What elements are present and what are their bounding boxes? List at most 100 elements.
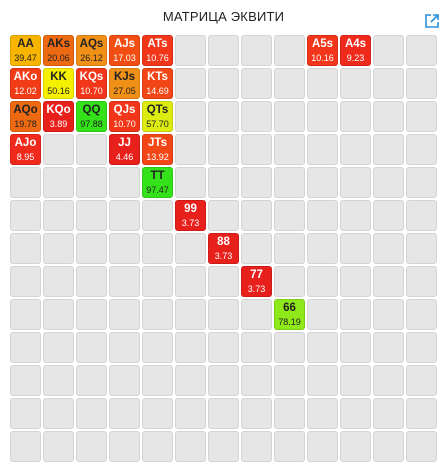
hand-cell-jj[interactable]: JJ 4.46 xyxy=(109,134,140,165)
empty-cell xyxy=(340,332,371,363)
empty-cell xyxy=(10,266,41,297)
empty-cell xyxy=(406,365,437,396)
equity-value: 97.47 xyxy=(146,185,169,195)
empty-cell xyxy=(43,233,74,264)
empty-cell xyxy=(142,365,173,396)
empty-cell xyxy=(109,200,140,231)
hand-cell-aqo[interactable]: AQo 19.78 xyxy=(10,101,41,132)
equity-value: 4.46 xyxy=(115,152,134,162)
empty-cell xyxy=(43,134,74,165)
hand-label: KK xyxy=(50,71,67,83)
empty-cell xyxy=(76,332,107,363)
hand-cell-qq[interactable]: QQ 97.88 xyxy=(76,101,107,132)
empty-cell xyxy=(241,332,272,363)
empty-cell xyxy=(340,266,371,297)
hand-label: A4s xyxy=(344,38,367,50)
hand-cell-a4s[interactable]: A4s 9.23 xyxy=(340,35,371,66)
hand-label: A5s xyxy=(311,38,334,50)
hand-cell-66[interactable]: 66 78.19 xyxy=(274,299,305,330)
empty-cell xyxy=(274,200,305,231)
empty-cell xyxy=(340,398,371,429)
empty-cell xyxy=(208,101,239,132)
empty-cell xyxy=(373,365,404,396)
hand-cell-qjs[interactable]: QJs 10.70 xyxy=(109,101,140,132)
empty-cell xyxy=(373,200,404,231)
empty-cell xyxy=(373,332,404,363)
empty-cell xyxy=(373,233,404,264)
hand-cell-88[interactable]: 88 3.73 xyxy=(208,233,239,264)
empty-cell xyxy=(406,134,437,165)
equity-value: 10.76 xyxy=(146,53,169,63)
hand-cell-99[interactable]: 99 3.73 xyxy=(175,200,206,231)
hand-cell-qts[interactable]: QTs 57.70 xyxy=(142,101,173,132)
hand-label: AQo xyxy=(13,104,38,116)
empty-cell xyxy=(208,398,239,429)
empty-cell xyxy=(142,398,173,429)
expand-icon[interactable] xyxy=(424,13,440,29)
empty-cell xyxy=(76,233,107,264)
hand-cell-tt[interactable]: TT 97.47 xyxy=(142,167,173,198)
hand-cell-kk[interactable]: KK 50.16 xyxy=(43,68,74,99)
empty-cell xyxy=(340,431,371,462)
empty-cell xyxy=(109,167,140,198)
empty-cell xyxy=(208,266,239,297)
empty-cell xyxy=(10,167,41,198)
empty-cell xyxy=(10,365,41,396)
hand-cell-a5s[interactable]: A5s 10.16 xyxy=(307,35,338,66)
empty-cell xyxy=(406,35,437,66)
empty-cell xyxy=(307,101,338,132)
hand-cell-77[interactable]: 77 3.73 xyxy=(241,266,272,297)
hand-cell-kts[interactable]: KTs 14.69 xyxy=(142,68,173,99)
hand-cell-kjs[interactable]: KJs 27.05 xyxy=(109,68,140,99)
hand-cell-aa[interactable]: AA 39.47 xyxy=(10,35,41,66)
empty-cell xyxy=(307,332,338,363)
empty-cell xyxy=(406,398,437,429)
empty-cell xyxy=(241,200,272,231)
hand-cell-kqs[interactable]: KQs 10.70 xyxy=(76,68,107,99)
empty-cell xyxy=(307,266,338,297)
hand-label: JTs xyxy=(148,137,167,149)
empty-cell xyxy=(340,233,371,264)
hand-cell-ajo[interactable]: AJo 8.95 xyxy=(10,134,41,165)
empty-cell xyxy=(43,365,74,396)
hand-label: ATs xyxy=(147,38,168,50)
equity-value: 13.92 xyxy=(146,152,169,162)
empty-cell xyxy=(10,200,41,231)
equity-value: 3.73 xyxy=(181,218,200,228)
empty-cell xyxy=(241,68,272,99)
empty-cell xyxy=(109,299,140,330)
hand-cell-aqs[interactable]: AQs 26.12 xyxy=(76,35,107,66)
hand-label: KQs xyxy=(79,71,104,83)
empty-cell xyxy=(241,398,272,429)
equity-value: 12.02 xyxy=(14,86,37,96)
empty-cell xyxy=(208,200,239,231)
hand-label: AKo xyxy=(13,71,38,83)
equity-value: 3.73 xyxy=(247,284,266,294)
hand-label: JJ xyxy=(118,137,131,149)
hand-cell-ako[interactable]: AKo 12.02 xyxy=(10,68,41,99)
empty-cell xyxy=(43,167,74,198)
empty-cell xyxy=(373,101,404,132)
empty-cell xyxy=(406,233,437,264)
empty-cell xyxy=(175,299,206,330)
equity-value: 10.70 xyxy=(80,86,103,96)
empty-cell xyxy=(406,68,437,99)
empty-cell xyxy=(274,398,305,429)
hand-cell-ajs[interactable]: AJs 17.03 xyxy=(109,35,140,66)
empty-cell xyxy=(208,365,239,396)
empty-cell xyxy=(76,167,107,198)
equity-value: 57.70 xyxy=(146,119,169,129)
empty-cell xyxy=(175,431,206,462)
empty-cell xyxy=(274,365,305,396)
hand-cell-ats[interactable]: ATs 10.76 xyxy=(142,35,173,66)
empty-cell xyxy=(142,266,173,297)
empty-cell xyxy=(373,68,404,99)
empty-cell xyxy=(307,431,338,462)
empty-cell xyxy=(307,365,338,396)
hand-cell-jts[interactable]: JTs 13.92 xyxy=(142,134,173,165)
empty-cell xyxy=(274,233,305,264)
hand-cell-kqo[interactable]: KQo 3.89 xyxy=(43,101,74,132)
hand-cell-aks[interactable]: AKs 20.06 xyxy=(43,35,74,66)
equity-value: 9.23 xyxy=(346,53,365,63)
empty-cell xyxy=(241,233,272,264)
